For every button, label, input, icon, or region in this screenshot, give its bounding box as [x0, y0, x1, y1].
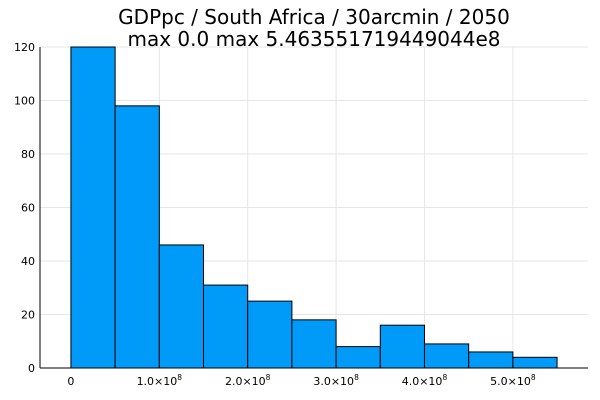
- histogram-bar: [247, 300, 293, 369]
- x-tick-label: 1.0×108: [137, 373, 183, 388]
- y-tick-label: 120: [14, 41, 35, 54]
- histogram-bar: [291, 319, 337, 369]
- histogram-bar: [423, 343, 470, 369]
- bars: [70, 46, 558, 369]
- histogram-bar: [114, 105, 160, 369]
- x-tick-label: 2.0×108: [225, 373, 271, 388]
- histogram-bar: [203, 284, 249, 369]
- y-tick-label: 100: [14, 95, 35, 108]
- histogram-bar: [379, 324, 425, 369]
- y-tick-label: 20: [21, 309, 35, 322]
- histogram-bar: [335, 346, 381, 369]
- chart-title: GDPpc / South Africa / 30arcmin / 2050: [118, 5, 510, 29]
- y-tick-label: 0: [28, 362, 35, 375]
- x-tick-labels: 0 1.0×108 2.0×108 3.0×108 4.0×108 5.0×108: [67, 373, 535, 388]
- y-tick-label: 40: [21, 255, 35, 268]
- axes: [39, 47, 588, 369]
- histogram-bar: [158, 244, 205, 369]
- x-tick-label: 0: [67, 375, 74, 388]
- x-tick-label: 3.0×108: [313, 373, 359, 388]
- y-tick-label: 60: [21, 202, 35, 215]
- y-tick-label: 80: [21, 148, 35, 161]
- x-tick-label: 5.0×108: [490, 373, 536, 388]
- x-tick-label: 4.0×108: [402, 373, 448, 388]
- histogram-bar: [70, 46, 116, 369]
- histogram-bar: [512, 356, 558, 369]
- histogram-bar: [468, 351, 514, 369]
- y-tick-labels: 0 20 40 60 80 100 120: [14, 41, 35, 375]
